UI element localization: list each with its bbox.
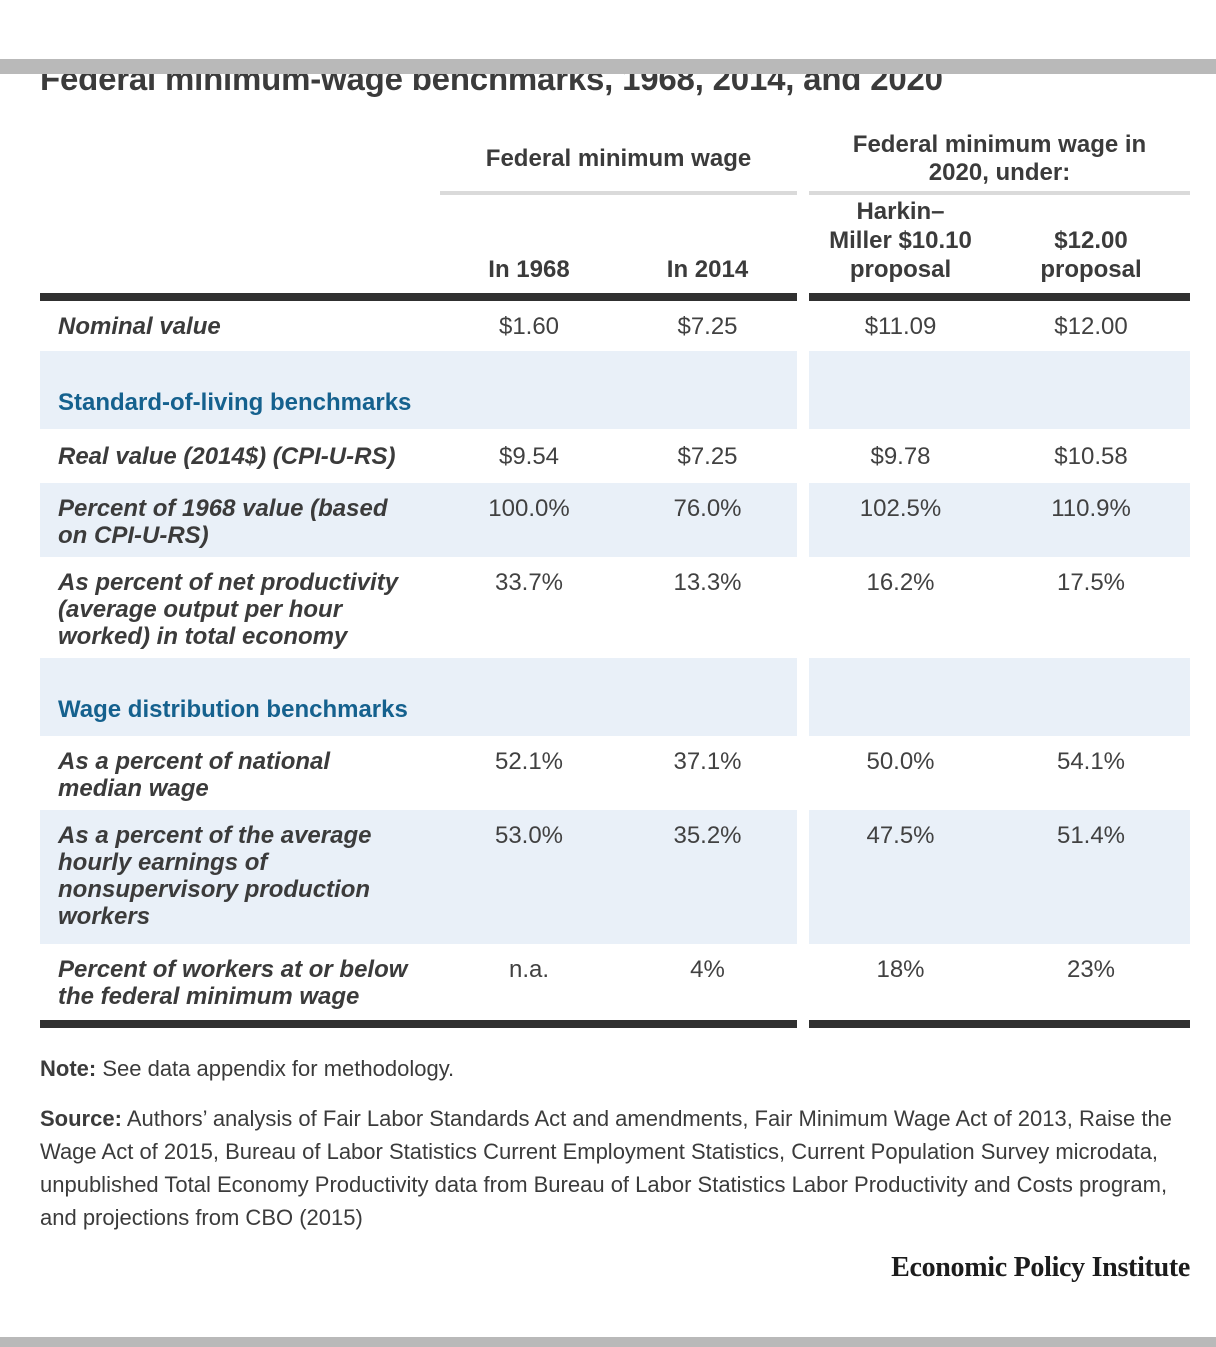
header-rule [40,293,1190,301]
cell-value: 23% [1066,956,1116,983]
row-label: Nominal value [58,313,221,340]
cell-value: $7.25 [677,443,738,470]
source-text: Authors’ analysis of Fair Labor Standard… [40,1106,1172,1230]
cell-value: $7.25 [677,313,738,340]
row-label: As percent of net productivity (average … [58,569,399,650]
note-line: Note: See data appendix for methodology. [40,1054,1190,1084]
table-row-net-productivity: As percent of net productivity (average … [40,557,1190,658]
footer-rule-left [40,1020,797,1028]
column-header-12-proposal: $12.00 proposal [1040,227,1142,283]
column-group-gap [797,810,809,944]
row-label: Real value (2014$) (CPI-U-RS) [58,443,396,470]
footer-rule [40,1020,1190,1028]
table-row-workers-at-or-below: Percent of workers at or below the feder… [40,944,1190,1020]
cell-value: $1.60 [498,313,560,340]
source-label: Source: [40,1106,122,1131]
top-gray-bar [0,59,1216,74]
cell-value: 47.5% [809,810,992,944]
group-header-2020-proposals: Federal minimum wage in 2020, under: [809,131,1190,195]
cell-value: 51.4% [992,810,1190,944]
table-row-real-value: Real value (2014$) (CPI-U-RS) $9.54 $7.2… [40,429,1190,483]
cell-value: 76.0% [618,483,797,557]
header-rule-right [809,293,1190,301]
cell-value: $9.78 [870,443,931,470]
cell-value: 18% [876,956,925,983]
row-label: Percent of 1968 value (based on CPI-U-RS… [40,483,440,557]
column-group-gap [797,557,809,658]
group-header-federal-minimum-wage: Federal minimum wage [440,131,797,195]
column-group-gap [797,944,809,1020]
benchmark-table: Federal minimum wage Federal minimum wag… [40,131,1190,1028]
cell-value: 37.1% [673,748,742,775]
table-row-national-median-wage: As a percent of national median wage 52.… [40,736,1190,810]
epi-wordmark: Economic Policy Institute [891,1252,1190,1283]
row-label: As a percent of the average hourly earni… [40,810,440,944]
column-header-row: In 1968 In 2014 Harkin– Miller $10.10 pr… [40,195,1190,293]
header-rule-left [40,293,797,301]
table-row-nonsupervisory-earnings: As a percent of the average hourly earni… [40,810,1190,944]
source-line: Source: Authors’ analysis of Fair Labor … [40,1102,1190,1234]
column-group-gap [797,736,809,810]
cell-value: 4% [690,956,725,983]
cell-value: n.a. [508,956,550,983]
table-row-percent-of-1968-value: Percent of 1968 value (based on CPI-U-RS… [40,483,1190,557]
column-group-gap [797,429,809,483]
cell-value: $10.58 [1054,443,1128,470]
cell-value: 33.7% [494,569,564,596]
section-band-right [809,658,1190,736]
cell-value: 53.0% [440,810,618,944]
cell-value: 16.2% [866,569,935,596]
cell-value: 102.5% [809,483,992,557]
column-header-in-2014: In 2014 [666,256,749,283]
column-group-header-row: Federal minimum wage Federal minimum wag… [40,131,1190,195]
row-label: As a percent of national median wage [58,748,331,802]
cell-value: 110.9% [992,483,1190,557]
column-group-gap [797,301,809,351]
row-label: Percent of workers at or below the feder… [58,956,408,1010]
section-header-wage-distribution: Wage distribution benchmarks [40,658,797,736]
cell-value: 35.2% [618,810,797,944]
column-header-in-1968: In 1968 [488,256,570,283]
note-text: See data appendix for methodology. [96,1056,455,1081]
cell-value: $11.09 [864,313,937,340]
section-row-wage-distribution: Wage distribution benchmarks [40,658,1190,736]
cell-value: 17.5% [1056,569,1126,596]
cell-value: $12.00 [1054,313,1128,340]
cell-value: $9.54 [498,443,560,470]
table-row-nominal-value: Nominal value $1.60 $7.25 $11.09 $12.00 [40,301,1190,351]
cell-value: 52.1% [494,748,564,775]
footer-rule-right [809,1020,1190,1028]
column-header-harkin-miller: Harkin– Miller $10.10 proposal [829,198,972,283]
cell-value: 54.1% [1056,748,1126,775]
section-header-standard-of-living: Standard-of-living benchmarks [40,351,797,429]
cell-value: 100.0% [440,483,618,557]
cell-value: 50.0% [866,748,935,775]
note-label: Note: [40,1056,97,1081]
cell-value: 13.3% [673,569,742,596]
bottom-gray-bar [0,1337,1216,1347]
column-group-gap [797,483,809,557]
section-band-right [809,351,1190,429]
section-row-standard-of-living: Standard-of-living benchmarks [40,351,1190,429]
